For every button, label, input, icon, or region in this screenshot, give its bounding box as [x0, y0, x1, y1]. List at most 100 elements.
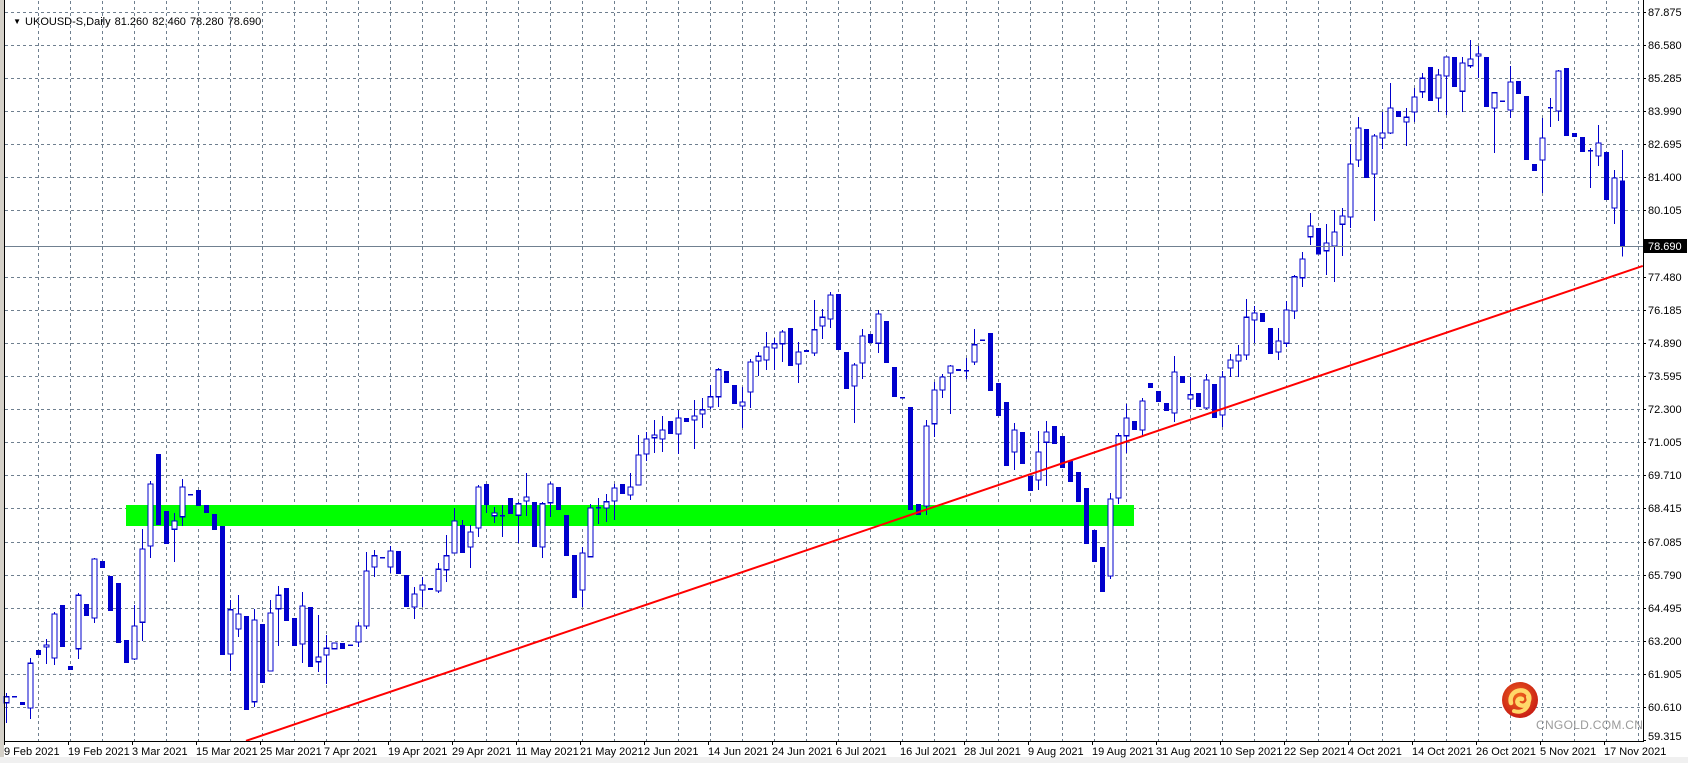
candle-body-bull [1107, 498, 1114, 577]
candle-body-bull [131, 625, 138, 660]
candle [1307, 212, 1314, 246]
candle [20, 701, 25, 705]
candle-body-bull [443, 555, 450, 571]
candle [827, 291, 834, 329]
candle-body-bear [884, 320, 889, 363]
candle [755, 352, 762, 376]
candle-body-bear [564, 515, 569, 556]
candle [1291, 275, 1298, 319]
candle-body-bull [739, 401, 746, 407]
candle-body-bear [724, 370, 729, 383]
candle [1243, 299, 1250, 360]
candle [1068, 461, 1073, 482]
candle [1100, 546, 1105, 593]
candle-body-bear [284, 587, 289, 622]
candle-body-bear [108, 575, 113, 611]
candle [1260, 313, 1265, 322]
candle-body-bear [956, 369, 961, 371]
candle [868, 333, 873, 344]
x-axis-label: 22 Sep 2021 [1284, 746, 1346, 758]
candle-body-bull [1387, 107, 1394, 134]
candle [707, 384, 714, 410]
candle [1004, 401, 1009, 466]
candle-body-bull [859, 335, 866, 364]
candle [443, 534, 450, 583]
candle-body-bear [212, 514, 217, 530]
candle-body-bull [707, 396, 714, 408]
candle-body-bull [1115, 435, 1122, 499]
candle [1084, 488, 1089, 544]
candle-body-bull [579, 552, 586, 591]
candle-body-bear [1452, 56, 1457, 88]
candle-body-bull [931, 389, 938, 425]
candle-body-bull [971, 344, 978, 363]
x-axis-label: 26 Oct 2021 [1476, 746, 1536, 758]
y-axis-label: 59.315 [1648, 731, 1682, 743]
candle [564, 515, 569, 556]
candle [892, 367, 897, 397]
candle-body-bear [84, 604, 89, 617]
candle [315, 614, 322, 673]
candle-body-bull [1331, 231, 1338, 247]
y-axis-label: 76.185 [1648, 305, 1682, 317]
candle [451, 507, 458, 554]
candle-body-bull [651, 434, 658, 439]
y-axis-label: 85.285 [1648, 73, 1682, 85]
candle [260, 623, 265, 684]
candle [1611, 170, 1618, 225]
candle [1076, 472, 1081, 502]
candle-body-bull [1379, 132, 1386, 139]
x-axis-label: 10 Sep 2021 [1220, 746, 1282, 758]
candle [1148, 382, 1153, 388]
candle-body-bull [1467, 58, 1474, 67]
candle-body-bear [404, 574, 409, 608]
candle [1123, 404, 1130, 453]
candle-body-bull [1595, 142, 1602, 157]
candle [323, 634, 330, 685]
candle-body-bull [43, 644, 50, 648]
candle-body-bear [1396, 110, 1401, 118]
candle [596, 498, 601, 525]
y-axis-label: 67.085 [1648, 537, 1682, 549]
candle-body-bear [1084, 488, 1089, 544]
candle-body-bull [1403, 116, 1410, 123]
x-axis-label: 11 May 2021 [516, 746, 579, 758]
candle-body-bull [1339, 215, 1346, 225]
dropdown-triangle-icon[interactable]: ▼ [13, 17, 22, 26]
candle [603, 493, 610, 522]
y-axis-label: 61.905 [1648, 669, 1682, 681]
candle-body-bear [1484, 56, 1489, 107]
candle [100, 560, 105, 569]
x-axis-label: 19 Aug 2021 [1092, 746, 1154, 758]
objects-layer [5, 246, 1643, 741]
candle [212, 514, 217, 530]
candle [875, 309, 882, 354]
candle [116, 583, 121, 644]
candle [1139, 397, 1146, 436]
candle [668, 421, 673, 435]
candle-body-bear [1156, 391, 1161, 402]
candle [108, 575, 113, 611]
chart-header: ▼ UKOUSD-S,Daily 81.260 82.460 78.280 78.690 [7, 4, 265, 28]
candle-body-bull [1283, 309, 1290, 344]
candle [699, 397, 706, 428]
candle [299, 592, 306, 664]
candle [515, 501, 522, 543]
x-axis-label: 24 Jun 2021 [772, 746, 833, 758]
candle-body-bull [1035, 451, 1042, 481]
candle [284, 587, 289, 622]
candle-body-bull [299, 605, 306, 645]
candle [844, 352, 849, 389]
candle-body-bear [620, 484, 625, 494]
candle-body-bear [1268, 328, 1273, 355]
candles [3, 39, 1625, 724]
candle [996, 382, 1001, 416]
candle-body-bull [1307, 225, 1314, 238]
candle [1452, 56, 1457, 88]
candle [763, 331, 770, 370]
candle [572, 554, 577, 598]
candle-body-bull [779, 331, 786, 345]
candle-body-bear [788, 328, 793, 367]
candle-body-bull [251, 619, 258, 703]
